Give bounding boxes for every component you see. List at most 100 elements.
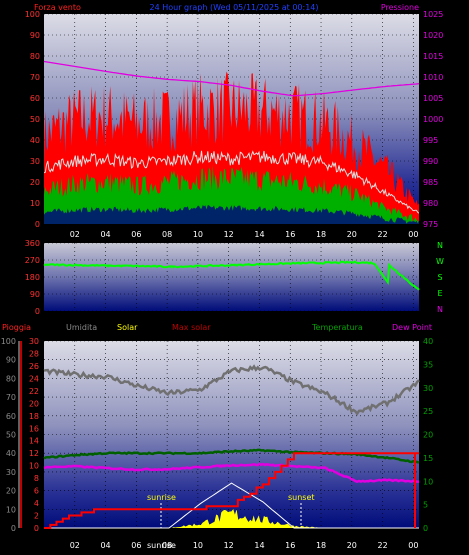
wind-axis-tick: 0	[35, 220, 40, 229]
wind-axis-tick: 100	[25, 10, 40, 19]
pressure-axis-tick: 975	[423, 220, 438, 229]
wind-axis-tick: 90	[30, 31, 40, 40]
time-tick-06: 06	[131, 541, 141, 550]
wind-axis-tick: 70	[30, 73, 40, 82]
rain-axis-tick: 30	[29, 337, 39, 346]
humidity-axis-tick: 80	[6, 374, 16, 383]
rain-axis-tick: 20	[29, 399, 39, 408]
pressure-axis-tick: 1025	[423, 10, 443, 19]
pressure-axis-tick: 985	[423, 178, 438, 187]
pressure-axis-tick: 1020	[423, 31, 443, 40]
time-tick-10: 10	[193, 541, 203, 550]
header-center: 24 Hour graph (Wed 05/11/2025 at 00:14)	[149, 3, 318, 12]
compass-n-0: N	[437, 241, 443, 250]
pressure-right-axis: 975 980 985 990 995 1000 1005 1010 1015 1020 1025	[423, 10, 443, 229]
wind-series	[43, 60, 420, 224]
temperature-axis-tick: 0	[423, 524, 428, 533]
time-tick-14: 14	[254, 541, 264, 550]
rain-axis-tick: 0	[34, 524, 39, 533]
time-tick-06: 06	[131, 230, 141, 239]
compass-w-1: W	[436, 257, 444, 266]
rain-axis-tick: 16	[29, 424, 39, 433]
humidity-axis-tick: 30	[6, 468, 16, 477]
max-solar-curve	[44, 482, 419, 529]
humidity-line	[43, 364, 420, 416]
humidity-axis-tick: 0	[11, 524, 16, 533]
legend-rain: Pioggia	[2, 323, 31, 332]
direction-axis-tick: 90	[30, 290, 40, 299]
pressure-axis-tick: 1005	[423, 94, 443, 103]
sunset-label: sunset	[288, 493, 315, 502]
time-tick-00: 00	[408, 230, 418, 239]
wind-direction-series	[43, 260, 420, 291]
time-tick-10: 10	[193, 230, 203, 239]
time-tick-20: 20	[347, 230, 357, 239]
time-tick-12: 12	[224, 541, 234, 550]
time-tick-20: 20	[347, 541, 357, 550]
temperature-axis-tick: 35	[423, 360, 433, 369]
temperature-axis-tick: 5	[423, 501, 428, 510]
compass-s-2: S	[437, 273, 442, 282]
wind-axis-tick: 10	[30, 199, 40, 208]
rain-axis-tick: 26	[29, 362, 39, 371]
humidity-axis-tick: 70	[6, 393, 16, 402]
humidity-axis-tick: 90	[6, 356, 16, 365]
temperature-axis: 0 5 10 15 20 25 30 35 40	[423, 337, 433, 533]
time-tick-16: 16	[285, 541, 295, 550]
humidity-axis-tick: 10	[6, 505, 16, 514]
time-tick-04: 04	[100, 541, 110, 550]
header-left: Forza vento	[34, 3, 81, 12]
time-tick-04: 04	[100, 230, 110, 239]
humidity-axis-tick: 20	[6, 487, 16, 496]
humidity-axis-tick: 40	[6, 449, 16, 458]
pressure-axis-tick: 990	[423, 157, 438, 166]
rain-axis-tick: 8	[34, 474, 39, 483]
pressure-line	[43, 60, 420, 97]
time-tick-00: 00	[408, 541, 418, 550]
wind-time-axis: 02 04 06 08 10 12 14 16 18 20 22 00	[70, 230, 419, 239]
humidity-axis-bar	[18, 341, 21, 528]
rain-axis-tick: 14	[29, 437, 39, 446]
wind-direction-axis: 0 90 180 270 360	[25, 239, 40, 316]
conditions-time-axis: 02 04 06 08 10 12 14 16 18 20 22 00	[70, 541, 419, 550]
time-tick-16: 16	[285, 230, 295, 239]
wind-axis-tick: 30	[30, 157, 40, 166]
wind-left-axis: 0 10 20 30 40 50 60 70 80 90 100	[25, 10, 40, 229]
wind-direction-line	[43, 260, 420, 291]
wind-speed-area	[44, 165, 419, 224]
sunrise-label: sunrise	[147, 493, 176, 502]
rain-axis-tick: 6	[34, 487, 39, 496]
humidity-axis-tick: 100	[1, 337, 16, 346]
time-tick-12: 12	[224, 230, 234, 239]
temperature-axis-tick: 15	[423, 454, 433, 463]
legend-humidity: Umidita	[66, 323, 97, 332]
rain-axis-tick: 28	[29, 349, 39, 358]
wind-axis-tick: 60	[30, 94, 40, 103]
rain-axis-tick: 12	[29, 449, 39, 458]
legend-dew-point: Dew Point	[392, 323, 432, 332]
rain-axis-tick: 4	[34, 499, 39, 508]
temperature-axis-tick: 10	[423, 477, 433, 486]
humidity-axis-tick: 50	[6, 431, 16, 440]
rain-axis-tick: 18	[29, 412, 39, 421]
temperature-axis-tick: 20	[423, 431, 433, 440]
wind-axis-tick: 50	[30, 115, 40, 124]
wind-axis-tick: 20	[30, 178, 40, 187]
temperature-axis-tick: 40	[423, 337, 433, 346]
rain-line	[44, 452, 419, 529]
time-tick-18: 18	[316, 230, 326, 239]
direction-axis-tick: 360	[25, 239, 40, 248]
conditions-series	[43, 364, 420, 529]
direction-axis-tick: 0	[35, 307, 40, 316]
pressure-axis-tick: 1000	[423, 115, 443, 124]
rain-axis-tick: 10	[29, 462, 39, 471]
time-tick-22: 22	[378, 541, 388, 550]
time-tick-08: 08	[162, 541, 172, 550]
wind-low-band	[44, 205, 419, 224]
wind-axis-tick: 80	[30, 52, 40, 61]
compass-n-4: N	[437, 305, 443, 314]
rain-axis-tick: 22	[29, 387, 39, 396]
dew-point-line	[43, 462, 420, 484]
